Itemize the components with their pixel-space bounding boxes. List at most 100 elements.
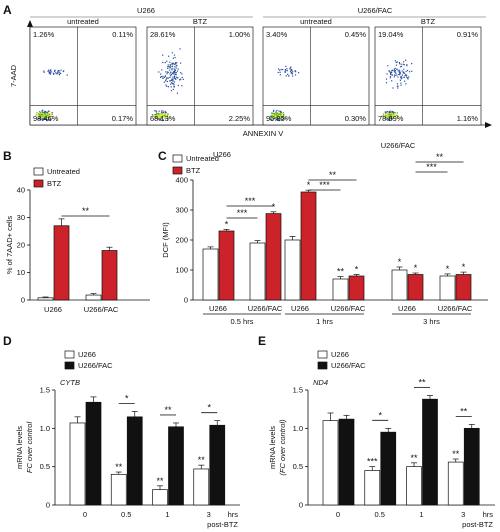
flow-event-dot [37,118,39,120]
flow-event-dot [167,77,169,79]
flow-event-dot [276,116,278,119]
flow-event-dot [402,71,405,73]
c-bar [202,248,219,301]
flow-event-dot [294,74,297,76]
c-bar [455,274,472,301]
flow-event-dot [289,67,291,69]
flow-event-dot [169,64,171,66]
flow-event-dot [174,76,176,78]
e-legend-swatch [317,350,328,359]
flow-event-dot [159,116,161,118]
flow-event-dot [154,114,156,116]
flow-event-dot [167,117,169,119]
flow-event-dot [403,64,405,66]
flow-event-dot [49,119,51,121]
flow-event-dot [270,114,272,116]
flow-event-dot [276,119,278,121]
flow-event-dot [48,71,50,73]
flow-event-dot [388,116,390,118]
panel-e-letter: E [258,334,266,348]
flow-event-dot [276,115,278,117]
flow-event-dot [46,114,48,116]
d-legend-label: U266 [78,350,96,359]
flow-event-dot [279,116,281,119]
flow-event-dot [171,68,173,70]
flow-event-dot [163,116,166,119]
flow-event-dot [275,111,277,113]
flow-event-dot [48,113,50,115]
flow-event-dot [155,111,158,113]
flow-event-dot [386,73,388,75]
flow-event-dot [290,66,292,68]
flow-event-dot [43,118,45,120]
flow-event-dot [403,76,405,78]
flow-event-dot [175,72,177,74]
c-cell-label: U266/FAC [248,304,283,313]
d-sig-label: ** [164,405,172,415]
flow-event-dot [162,75,164,77]
flow-event-dot [284,71,286,73]
d-y-tick-label: 0 [46,501,50,510]
flow-event-dot [49,70,52,72]
flow-event-dot [49,116,51,118]
flow-event-dot [43,70,45,72]
flow-event-dot [162,61,164,64]
flow-event-dot [279,69,281,71]
flow-event-dot [389,114,391,116]
c-time-label: 0.5 hrs [231,317,254,326]
flow-event-dot [270,112,273,114]
flow-event-dot [272,112,274,114]
flow-event-dot [385,111,387,113]
flow-event-dot [279,71,281,73]
flow-event-dot [48,116,50,118]
flow-event-dot [288,75,290,77]
flow-event-dot [173,71,175,73]
c-sig-label: *** [245,196,256,206]
flow-quadrant-ur: 0.11% [112,30,133,39]
flow-event-dot [405,59,407,61]
flow-event-dot [290,68,292,71]
d-bar-star: ** [115,462,123,472]
flow-event-dot [37,114,39,116]
flow-event-dot [385,82,388,84]
d-x-tick-label: 1 [165,510,169,519]
flow-event-dot [279,119,281,122]
flow-event-dot [167,67,169,69]
flow-event-dot [171,82,173,84]
flow-event-dot [169,61,171,63]
flow-event-cloud [35,69,68,122]
flow-event-dot [284,117,287,119]
flow-event-dot [160,110,163,112]
flow-event-dot [172,88,174,90]
flow-event-dot [38,112,40,114]
flow-event-dot [167,71,169,73]
flow-plot: BTZ 19.04% 0.91% 78.89% 1.16% [374,17,482,126]
flow-event-dot [397,116,399,118]
flow-event-dot [269,118,272,120]
e-sig-label: * [378,410,382,420]
b-y-label: % of 7AAD+ cells [5,216,14,274]
flow-event-dot [42,118,44,120]
c-bar-star: * [225,220,229,230]
flow-event-dot [160,76,162,78]
flow-event-dot [392,115,395,117]
b-bar [85,294,102,301]
flow-event-dot [162,111,164,114]
flow-event-dot [405,74,407,76]
flow-event-dot [382,115,384,117]
flow-event-dot [394,115,396,117]
b-bar [37,297,54,301]
flow-event-dot [391,118,393,120]
flow-event-dot [170,83,172,85]
flow-event-dot [174,62,177,64]
flow-event-dot [294,70,296,72]
flow-event-dot [48,72,51,74]
e-x-tick-label: 3 [461,510,465,519]
flow-event-dot [176,76,178,78]
c-sig-label: *** [319,180,330,190]
flow-event-dot [43,117,45,119]
flow-event-dot [405,83,407,85]
flow-event-dot [42,113,45,115]
flow-event-dot [277,115,279,117]
e-y-tick-label: 0.5 [293,462,303,471]
